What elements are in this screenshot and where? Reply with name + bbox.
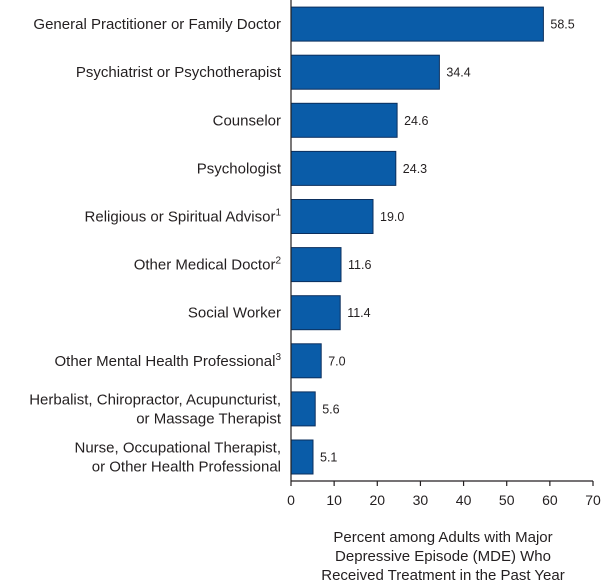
- bar: [290, 439, 314, 475]
- x-tick-label: 40: [456, 492, 472, 508]
- value-label: 24.3: [403, 162, 427, 176]
- bar: [290, 102, 398, 138]
- category-label: Social Worker: [188, 305, 281, 322]
- x-tick-label: 30: [413, 492, 429, 508]
- value-label: 19.0: [380, 210, 404, 224]
- category-label: or Massage Therapist: [136, 410, 282, 427]
- bar: [290, 247, 342, 283]
- value-label: 5.1: [320, 451, 337, 465]
- bar: [290, 391, 316, 427]
- category-label: Psychiatrist or Psychotherapist: [76, 64, 282, 81]
- value-label: 11.6: [348, 258, 371, 272]
- x-tick-label: 50: [499, 492, 515, 508]
- x-tick-label: 20: [369, 492, 385, 508]
- category-label: Other Mental Health Professional3: [54, 352, 281, 370]
- bar: [290, 54, 440, 90]
- x-tick-label: 70: [585, 492, 601, 508]
- category-label: or Other Health Professional: [92, 459, 281, 476]
- x-axis-title: Received Treatment in the Past Year: [321, 567, 564, 584]
- value-label: 5.6: [322, 402, 339, 416]
- bar: [290, 6, 544, 42]
- bar: [290, 150, 397, 186]
- x-tick-label: 10: [326, 492, 342, 508]
- category-label: Counselor: [213, 112, 281, 129]
- category-label: Herbalist, Chiropractor, Acupuncturist,: [29, 391, 281, 408]
- x-tick-label: 0: [287, 492, 295, 508]
- x-axis-title: Percent among Adults with Major: [333, 529, 552, 546]
- category-label: Psychologist: [197, 160, 282, 177]
- value-label: 7.0: [328, 354, 345, 368]
- value-label: 34.4: [446, 66, 470, 80]
- bar: [290, 199, 374, 234]
- bar: [290, 343, 322, 379]
- category-label: Nurse, Occupational Therapist,: [75, 440, 282, 457]
- x-axis-title: Depressive Episode (MDE) Who: [335, 548, 551, 565]
- category-label: General Practitioner or Family Doctor: [33, 16, 281, 33]
- value-label: 11.4: [347, 306, 370, 320]
- bar: [290, 295, 341, 331]
- category-label: Other Medical Doctor2: [134, 256, 282, 274]
- value-label: 24.6: [404, 114, 428, 128]
- category-label: Religious or Spiritual Advisor1: [85, 208, 282, 226]
- x-tick-label: 60: [542, 492, 558, 508]
- value-label: 58.5: [550, 18, 574, 32]
